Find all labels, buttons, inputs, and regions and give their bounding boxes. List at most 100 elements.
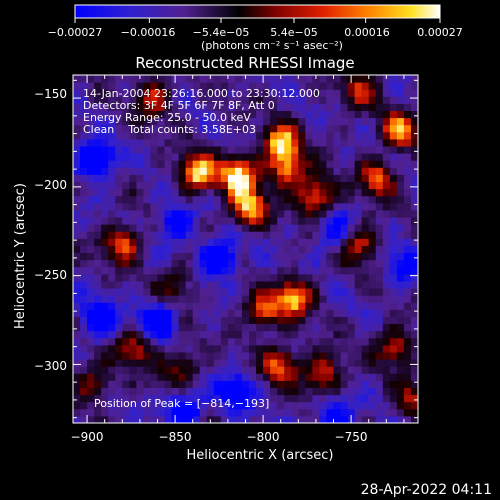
heatmap-cell: [333, 89, 342, 97]
heatmap-cell: [227, 89, 236, 97]
heatmap-cell: [199, 401, 208, 410]
heatmap-cell: [389, 273, 398, 282]
heatmap-cell: [150, 153, 158, 161]
heatmap-cell: [192, 330, 201, 339]
heatmap-cell: [249, 75, 257, 83]
heatmap-cell: [185, 117, 194, 126]
heatmap-cell: [213, 174, 222, 183]
heatmap-cell: [178, 103, 187, 112]
heatmap-cell: [368, 224, 377, 232]
heatmap-cell: [291, 146, 299, 154]
heatmap-cell: [80, 174, 88, 183]
heatmap-cell: [403, 302, 412, 310]
heatmap-cell: [108, 138, 116, 147]
heatmap-cell: [291, 217, 299, 225]
heatmap-cell: [284, 110, 292, 119]
heatmap-cell: [263, 295, 271, 303]
heatmap-cell: [213, 217, 222, 225]
heatmap-cell: [87, 181, 95, 190]
heatmap-cell: [101, 309, 109, 317]
heatmap-cell: [213, 238, 222, 246]
heatmap-cell: [185, 401, 194, 410]
heatmap-cell: [136, 89, 144, 97]
heatmap-cell: [73, 195, 81, 204]
heatmap-cell: [319, 288, 327, 296]
heatmap-cell: [157, 89, 166, 97]
heatmap-cell: [227, 146, 236, 154]
heatmap-cell: [171, 401, 180, 410]
heatmap-cell: [305, 316, 313, 325]
heatmap-cell: [164, 238, 173, 246]
heatmap-cell: [157, 330, 166, 339]
heatmap-cell: [122, 82, 130, 90]
heatmap-cell: [178, 231, 187, 239]
heatmap-cell: [213, 181, 222, 190]
heatmap-cell: [410, 295, 418, 303]
heatmap-cell: [143, 288, 151, 296]
heatmap-cell: [150, 202, 158, 211]
heatmap-cell: [326, 408, 335, 417]
heatmap-cell: [403, 351, 412, 360]
heatmap-cell: [305, 302, 313, 310]
heatmap-cell: [73, 380, 81, 388]
heatmap-cell: [382, 231, 391, 239]
heatmap-cell: [80, 209, 88, 218]
heatmap-cell: [185, 103, 194, 112]
heatmap-cell: [410, 373, 418, 381]
heatmap-cell: [312, 217, 320, 225]
heatmap-cell: [220, 75, 229, 83]
heatmap-cell: [220, 89, 229, 97]
heatmap-cell: [256, 209, 264, 218]
heatmap-cell: [213, 96, 222, 104]
heatmap-cell: [333, 273, 342, 282]
heatmap-cell: [108, 188, 116, 197]
heatmap-cell: [403, 224, 412, 232]
heatmap-cell: [241, 295, 250, 303]
heatmap-cell: [101, 344, 109, 353]
heatmap-cell: [270, 188, 278, 197]
heatmap-cell: [389, 153, 398, 161]
heatmap-cell: [256, 323, 264, 332]
heatmap-cell: [171, 359, 180, 367]
heatmap-cell: [361, 394, 370, 403]
heatmap-cell: [136, 359, 144, 367]
heatmap-cell: [87, 103, 95, 112]
heatmap-cell: [241, 273, 250, 282]
heatmap-cell: [291, 323, 299, 332]
heatmap-cell: [368, 231, 377, 239]
heatmap-cell: [129, 245, 137, 254]
heatmap-cell: [150, 366, 158, 374]
heatmap-cell: [101, 202, 109, 211]
heatmap-cell: [122, 174, 130, 183]
heatmap-cell: [185, 238, 194, 246]
heatmap-cell: [150, 110, 158, 119]
heatmap-cell: [312, 131, 320, 140]
heatmap-cell: [164, 266, 173, 275]
heatmap-cell: [347, 138, 356, 147]
heatmap-cell: [115, 174, 123, 183]
heatmap-cell: [375, 231, 384, 239]
heatmap-cell: [340, 387, 349, 396]
heatmap-cell: [213, 330, 222, 339]
heatmap-cell: [213, 273, 222, 282]
heatmap-cell: [305, 401, 313, 410]
heatmap-cell: [389, 316, 398, 325]
heatmap-cell: [101, 124, 109, 133]
heatmap-cell: [199, 117, 208, 126]
heatmap-cell: [185, 146, 194, 154]
heatmap-cell: [298, 153, 306, 161]
heatmap-cell: [249, 373, 257, 381]
heatmap-cell: [347, 316, 356, 325]
heatmap-cell: [354, 174, 363, 183]
heatmap-cell: [368, 366, 377, 374]
heatmap-cell: [192, 181, 201, 190]
heatmap-cell: [389, 330, 398, 339]
heatmap-cell: [375, 266, 384, 275]
heatmap-cell: [375, 330, 384, 339]
heatmap-cell: [220, 288, 229, 296]
heatmap-cell: [73, 344, 81, 353]
heatmap-cell: [263, 75, 271, 83]
heatmap-cell: [305, 408, 313, 417]
heatmap-cell: [312, 110, 320, 119]
heatmap-cell: [234, 124, 243, 133]
